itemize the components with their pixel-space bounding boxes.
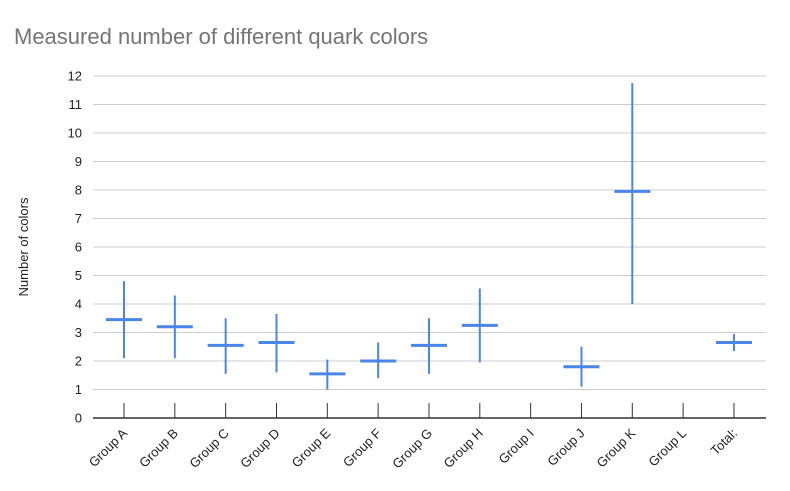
x-tick-label: Group B (136, 426, 181, 471)
y-tick-label: 11 (69, 97, 83, 112)
y-tick-label: 2 (75, 354, 82, 369)
x-tick-label: Group K (594, 425, 639, 470)
y-axis-label: Number of colors (16, 197, 31, 296)
y-tick-label: 3 (75, 325, 82, 340)
y-tick-label: 6 (75, 240, 82, 255)
x-tick-label: Total: (707, 426, 740, 459)
y-tick-label: 7 (75, 211, 82, 226)
chart-title: Measured number of different quark color… (14, 24, 429, 49)
x-tick-label: Group E (289, 425, 334, 470)
y-tick-label: 12 (68, 69, 82, 84)
y-tick-label: 0 (75, 411, 82, 426)
y-tick-label: 9 (75, 154, 82, 169)
x-tick-label: Group I (495, 426, 536, 467)
x-tick-label: Group H (441, 426, 486, 471)
y-tick-label: 5 (75, 268, 82, 283)
x-tick-label: Group A (86, 425, 131, 470)
x-tick-label: Group C (186, 426, 231, 471)
x-tick-label: Group J (544, 426, 587, 469)
x-tick-label: Group D (237, 426, 282, 471)
y-tick-label: 4 (75, 297, 82, 312)
error-bars (106, 83, 752, 390)
x-tick-label: Group G (389, 426, 435, 472)
axes (93, 403, 766, 419)
y-tick-label: 1 (75, 382, 82, 397)
x-tick-label: Group L (645, 426, 689, 470)
x-tick-labels: Group A Group B Group C Group D Group E Group… (86, 425, 740, 471)
x-tick-label: Group F (340, 425, 384, 469)
y-tick-label: 10 (68, 126, 82, 141)
y-tick-label: 8 (75, 183, 82, 198)
